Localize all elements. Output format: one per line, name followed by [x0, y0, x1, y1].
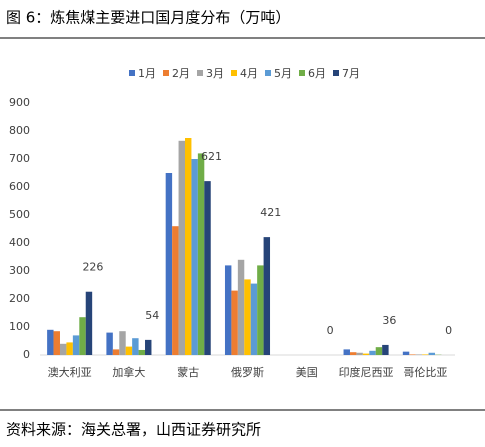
bar — [382, 344, 389, 355]
legend-swatch — [231, 70, 237, 76]
bar — [409, 354, 416, 355]
y-tick-label: 600 — [9, 180, 30, 193]
bar — [362, 353, 370, 355]
x-tick-label: 蒙古 — [177, 366, 199, 379]
legend-label: 6月 — [308, 67, 326, 80]
bar — [106, 332, 113, 355]
y-tick-label: 500 — [9, 208, 30, 221]
data-label: 0 — [327, 324, 334, 337]
bar — [178, 140, 185, 355]
x-tick-label: 哥伦比亚 — [403, 365, 447, 379]
bar — [369, 350, 376, 355]
bar — [184, 138, 192, 355]
bar — [79, 317, 86, 355]
bar — [257, 265, 264, 355]
bar — [356, 352, 363, 355]
bar — [231, 290, 238, 355]
bar — [112, 349, 120, 355]
data-label: 226 — [82, 261, 103, 274]
bar — [428, 352, 436, 355]
bar — [145, 339, 152, 355]
bar — [224, 265, 232, 355]
data-label: 621 — [201, 150, 222, 163]
bar — [402, 351, 410, 355]
legend-swatch — [299, 70, 305, 76]
data-label: 54 — [145, 309, 159, 322]
bar — [237, 259, 245, 355]
bar — [132, 338, 139, 355]
bar — [343, 349, 350, 355]
legend-swatch — [129, 70, 135, 76]
bar — [138, 349, 146, 355]
y-tick-label: 700 — [9, 152, 30, 165]
bar — [72, 335, 80, 355]
legend-swatch — [265, 70, 271, 76]
bar — [85, 291, 93, 355]
bar — [165, 173, 173, 355]
legend-swatch — [197, 70, 203, 76]
legend-label: 7月 — [342, 67, 360, 80]
bar — [125, 346, 133, 355]
x-tick-label: 俄罗斯 — [231, 366, 264, 379]
legend-swatch — [333, 70, 339, 76]
bar — [47, 329, 54, 355]
y-tick-label: 300 — [9, 264, 30, 277]
x-tick-label: 印度尼西亚 — [339, 365, 394, 379]
bar — [263, 237, 271, 355]
bar — [59, 343, 67, 355]
bar — [375, 347, 383, 355]
bar — [53, 331, 60, 355]
data-label: 0 — [445, 324, 452, 337]
legend-label: 1月 — [138, 67, 156, 80]
bar — [119, 331, 126, 355]
x-tick-label: 澳大利亚 — [48, 365, 92, 379]
bar — [422, 354, 429, 355]
data-label: 421 — [260, 206, 281, 219]
bar — [172, 226, 179, 355]
legend-label: 3月 — [206, 67, 224, 80]
bar — [244, 279, 251, 355]
legend-label: 4月 — [240, 67, 258, 80]
y-tick-label: 0 — [23, 348, 30, 361]
bar — [191, 159, 198, 355]
y-tick-label: 200 — [9, 292, 30, 305]
legend-label: 2月 — [172, 67, 190, 80]
bar — [415, 354, 423, 355]
y-tick-label: 100 — [9, 320, 30, 333]
bar — [204, 181, 211, 355]
bar — [66, 342, 73, 355]
y-tick-label: 900 — [9, 96, 30, 109]
legend-label: 5月 — [274, 67, 292, 80]
y-tick-label: 400 — [9, 236, 30, 249]
y-tick-label: 800 — [9, 124, 30, 137]
source: 资料来源：海关总署，山西证券研究所 — [6, 421, 261, 439]
x-tick-label: 美国 — [296, 366, 318, 379]
bar — [349, 352, 357, 355]
bar — [250, 283, 258, 355]
legend-swatch — [163, 70, 169, 76]
bar — [197, 153, 205, 355]
chart-title: 图 6：炼焦煤主要进口国月度分布（万吨） — [6, 9, 290, 27]
data-label: 36 — [382, 314, 396, 327]
x-tick-label: 加拿大 — [112, 365, 145, 379]
